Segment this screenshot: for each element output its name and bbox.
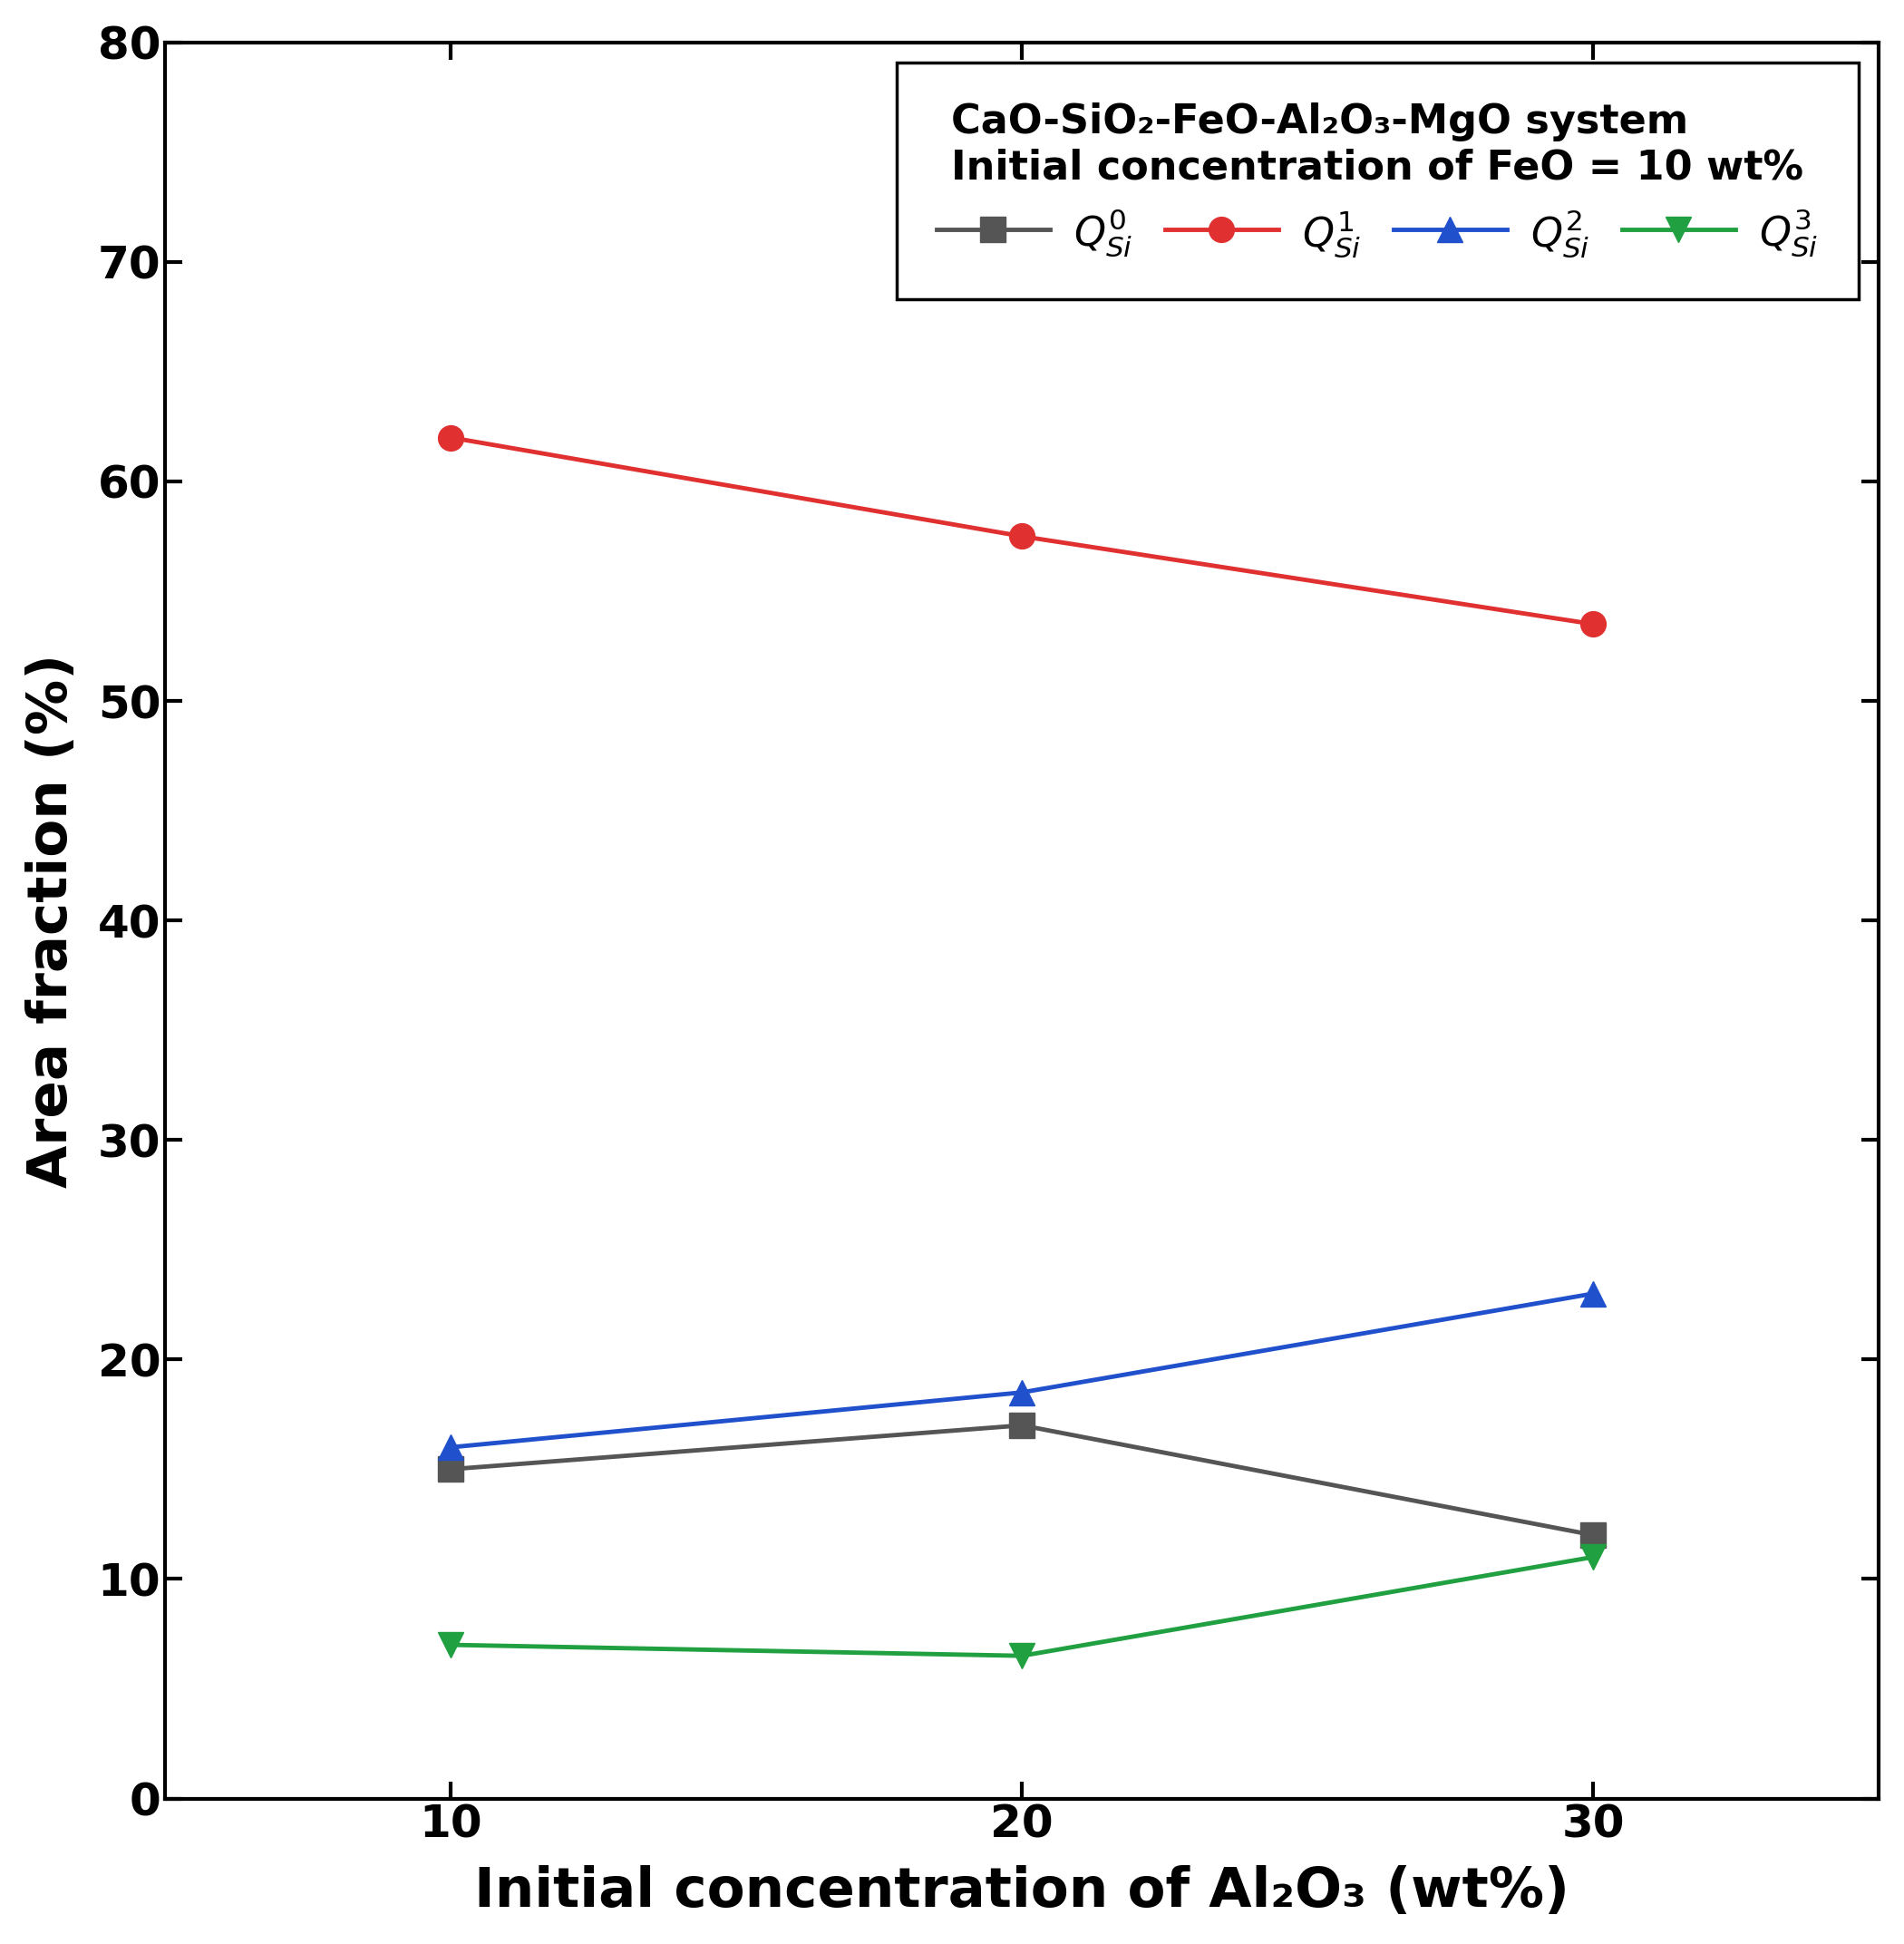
X-axis label: Initial concentration of Al₂O₃ (wt%): Initial concentration of Al₂O₃ (wt%) <box>474 1866 1569 1919</box>
Legend: $Q^0_{Si}$, $Q^1_{Si}$, $Q^2_{Si}$, $Q^3_{Si}$: $Q^0_{Si}$, $Q^1_{Si}$, $Q^2_{Si}$, $Q^3… <box>897 62 1858 299</box>
Y-axis label: Area fraction (%): Area fraction (%) <box>25 653 78 1188</box>
